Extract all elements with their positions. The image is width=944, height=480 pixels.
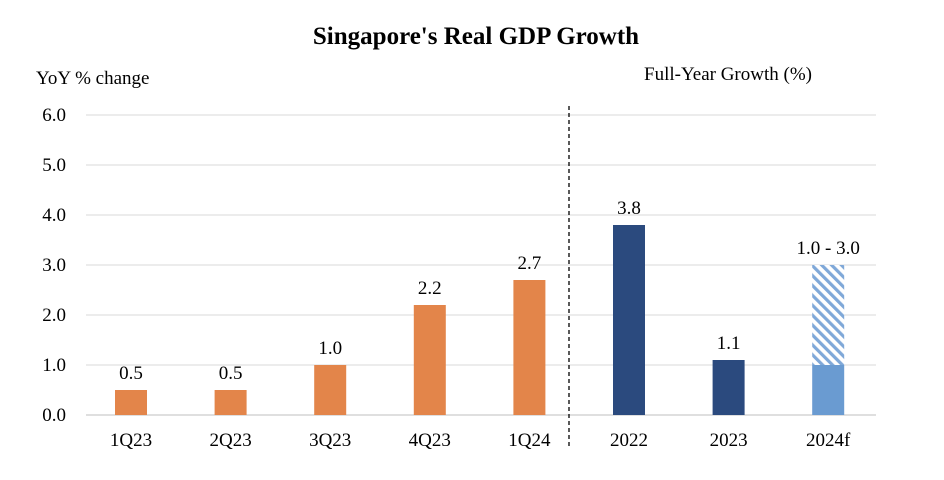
x-label-2q23: 2Q23 — [209, 430, 251, 451]
value-label-3q23: 1.0 — [318, 338, 342, 359]
bar-2024f-low — [812, 365, 845, 415]
bar-4q23 — [413, 305, 446, 415]
bar-2023 — [712, 360, 745, 415]
x-label-2023: 2023 — [710, 430, 748, 451]
bar-2022 — [613, 225, 645, 415]
y-tick-label: 3.0 — [42, 255, 66, 276]
bar-1q24 — [513, 280, 546, 415]
x-label-1q24: 1Q24 — [508, 430, 551, 451]
value-label-2q23: 0.5 — [219, 363, 243, 384]
y-tick-label: 1.0 — [42, 355, 66, 376]
x-label-1q23: 1Q23 — [110, 430, 152, 451]
x-axis-labels: 1Q23 2Q23 3Q23 4Q23 1Q24 2022 2023 2024f — [110, 430, 851, 451]
value-label-2024f: 1.0 - 3.0 — [797, 238, 860, 259]
bar-2024f-range — [812, 265, 845, 365]
y-axis-ticks: 0.0 1.0 2.0 3.0 4.0 5.0 6.0 — [42, 105, 66, 426]
value-label-1q23: 0.5 — [119, 363, 143, 384]
x-label-2024f: 2024f — [806, 430, 851, 451]
value-labels: 0.5 0.5 1.0 2.2 2.7 3.8 1.1 1.0 - 3.0 — [119, 198, 860, 384]
x-label-4q23: 4Q23 — [409, 430, 451, 451]
y-tick-label: 4.0 — [42, 205, 66, 226]
bar-1q23 — [115, 390, 147, 415]
y-axis-label: YoY % change — [36, 68, 149, 89]
gridlines — [86, 114, 876, 416]
bars — [115, 225, 845, 415]
y-tick-label: 5.0 — [42, 155, 66, 176]
value-label-4q23: 2.2 — [418, 278, 442, 299]
x-label-3q23: 3Q23 — [309, 430, 351, 451]
y-tick-label: 6.0 — [42, 105, 66, 126]
y-tick-label: 2.0 — [42, 305, 66, 326]
y-tick-label: 0.0 — [42, 405, 66, 426]
bar-2q23 — [214, 390, 247, 415]
x-label-2022: 2022 — [610, 430, 648, 451]
full-year-panel-label: Full-Year Growth (%) — [644, 64, 812, 85]
bar-3q23 — [314, 365, 347, 415]
value-label-1q24: 2.7 — [518, 253, 542, 274]
value-label-2023: 1.1 — [717, 333, 741, 354]
value-label-2022: 3.8 — [617, 198, 641, 219]
chart-title: Singapore's Real GDP Growth — [313, 23, 639, 50]
